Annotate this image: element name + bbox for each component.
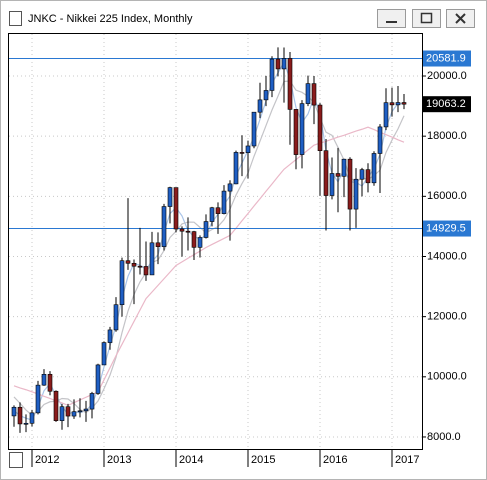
chart-title: JNKC - Nikkei 225 Index, Monthly [28, 13, 193, 25]
candle-body [335, 173, 341, 177]
last-price-label: 19063.2 [426, 98, 466, 110]
candle-body [167, 187, 173, 207]
candle-body [65, 406, 71, 417]
candle-body [71, 411, 77, 417]
candle-body [257, 99, 263, 113]
candle-body [371, 153, 377, 184]
maximize-icon [420, 12, 433, 24]
candle-body [179, 228, 185, 232]
candle-body [59, 406, 65, 421]
candle-body [119, 260, 125, 306]
candle-body [239, 152, 245, 154]
candle-body [359, 169, 365, 180]
candle-body [341, 158, 347, 177]
level-label: 20581.9 [426, 52, 466, 64]
candle-body [293, 109, 299, 155]
candle-body [47, 374, 53, 392]
x-tick-label: 2016 [323, 454, 347, 466]
candle-body [137, 265, 143, 268]
level-label-box [423, 50, 471, 67]
candle-body [311, 83, 317, 106]
y-tick-label: 20000.0 [427, 70, 467, 82]
candle-body [305, 83, 311, 104]
y-tick-label: 8000.0 [427, 431, 461, 443]
window-icon[interactable] [9, 11, 22, 26]
candle-body [263, 90, 269, 101]
candle-body [11, 406, 17, 417]
candle-body [269, 58, 275, 91]
candle-body [317, 104, 323, 151]
y-tick-label: 14000.0 [427, 250, 467, 262]
candle-body [323, 150, 329, 196]
x-tick-label: 2012 [35, 454, 59, 466]
minimize-button[interactable] [377, 9, 406, 28]
candle-body [173, 187, 179, 230]
candle-body [17, 406, 23, 425]
candle-body [203, 221, 209, 238]
candle-body [365, 169, 371, 184]
last-price-box [423, 96, 471, 113]
candle-body [395, 102, 401, 106]
candle-body [101, 342, 107, 366]
candle-body [155, 242, 161, 247]
candle-body [251, 111, 257, 147]
y-tick-label: 10000.0 [427, 371, 467, 383]
candle-body [389, 102, 395, 106]
candle-body [209, 207, 215, 222]
candle-body [215, 207, 221, 214]
candle-body [227, 183, 233, 192]
candle-body [161, 206, 167, 247]
candle-body [83, 408, 89, 412]
plot-layer: 8000.0 10000.0 12000.0 14000.0 16000.0 18000.… [9, 34, 471, 467]
candle-body [191, 231, 197, 248]
candle-body [245, 145, 251, 153]
candle-body [107, 329, 113, 343]
candle-body [353, 178, 359, 210]
candle-body [221, 190, 227, 214]
moving-average-line [13, 80, 405, 416]
candle-body [29, 412, 35, 424]
x-tick-label: 2015 [251, 454, 275, 466]
x-tick-label: 2017 [395, 454, 419, 466]
candle-body [41, 374, 47, 386]
x-tick-label: 2013 [107, 454, 131, 466]
plot-area [8, 33, 423, 450]
candle-body [329, 173, 335, 196]
candle-body [149, 242, 155, 276]
candle-body [233, 152, 239, 185]
candle-body [143, 266, 149, 276]
scroll-box[interactable] [9, 452, 23, 468]
moving-average-line [13, 126, 405, 407]
candle-body [287, 58, 293, 110]
window-buttons [377, 9, 475, 28]
candle-body [125, 260, 131, 264]
candle-body [377, 126, 383, 154]
level-label: 14929.5 [426, 222, 466, 234]
y-tick-label: 18000.0 [427, 130, 467, 142]
candle-body [299, 103, 305, 155]
candle-body [95, 364, 101, 394]
candle-body [131, 262, 137, 267]
candle-body [77, 410, 83, 413]
candle-body [383, 102, 389, 128]
candle-body [275, 58, 281, 70]
candle-body [35, 384, 41, 414]
candle-body [89, 393, 95, 410]
candle-body [113, 304, 119, 331]
close-icon [455, 13, 466, 24]
candle-body [53, 390, 59, 421]
candle-body [401, 102, 407, 105]
maximize-button[interactable] [412, 9, 441, 28]
level-label-box [423, 220, 471, 237]
y-tick-label: 12000.0 [427, 311, 467, 323]
candle-body [23, 422, 29, 425]
candle-body [185, 230, 191, 233]
candle-body [281, 58, 287, 70]
x-tick-label: 2014 [179, 454, 203, 466]
y-tick-label: 16000.0 [427, 190, 467, 202]
candle-body [347, 158, 353, 210]
candle-body [197, 237, 203, 248]
